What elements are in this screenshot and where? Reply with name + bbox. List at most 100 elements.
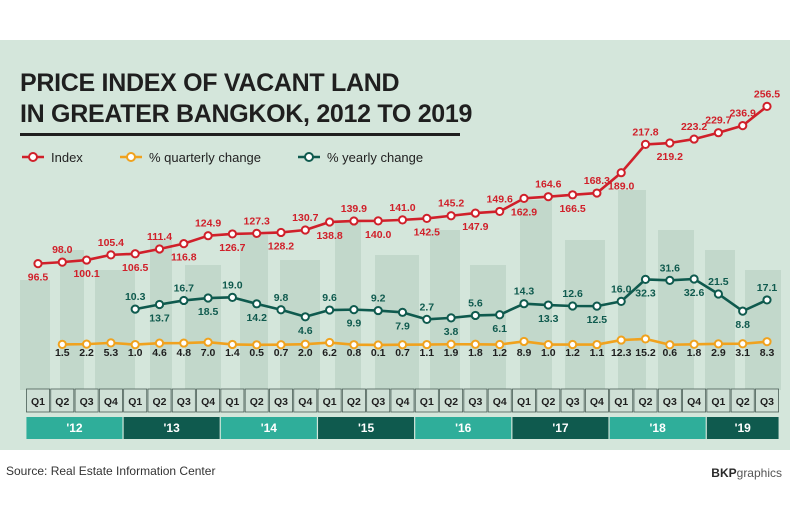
quarter-tick-label: Q1 <box>225 396 239 408</box>
yearly-data-label: 13.3 <box>538 313 559 325</box>
legend-label-yearly: % yearly change <box>327 149 424 165</box>
quarterly-data-label: 15.2 <box>635 347 656 359</box>
quarter-tick-label: Q3 <box>760 396 774 408</box>
quarterly-point <box>762 337 772 347</box>
year-label: '17 <box>552 421 569 435</box>
source-note: Source: Real Estate Information Center <box>6 464 216 478</box>
quarterly-data-label: 0.1 <box>371 347 386 359</box>
year-band <box>609 417 706 439</box>
quarterly-data-label: 0.6 <box>662 347 677 359</box>
quarter-tick-label: Q1 <box>517 396 531 408</box>
index-point <box>397 215 408 225</box>
quarterly-data-label: 2.9 <box>711 347 726 359</box>
quarterly-data-label: 4.8 <box>176 347 191 359</box>
quarter-tick-label: Q4 <box>687 396 701 408</box>
quarter-box <box>439 388 464 413</box>
year-label: '14 <box>261 421 278 435</box>
yearly-data-label: 13.7 <box>149 313 170 325</box>
quarterly-point <box>665 340 675 350</box>
credit-logo: BKPgraphics <box>711 466 782 480</box>
yearly-point <box>300 312 310 322</box>
yearly-data-label: 16.0 <box>611 283 632 295</box>
legend-yearly-marker-icon <box>298 152 320 162</box>
quarterly-data-label: 0.7 <box>395 347 410 359</box>
year-band <box>26 417 123 439</box>
yearly-point <box>154 299 165 310</box>
quarter-box <box>390 388 415 413</box>
yearly-data-label: 19.0 <box>222 279 243 291</box>
skyline-decoration <box>20 190 781 390</box>
legend-index-marker-icon <box>22 152 44 162</box>
quarterly-point <box>568 339 578 350</box>
year-label: '18 <box>650 421 667 435</box>
title-underline <box>20 133 460 136</box>
quarter-box <box>147 388 172 413</box>
quarterly-data-label: 0.8 <box>347 347 362 359</box>
index-point <box>33 259 43 269</box>
quarterly-point <box>446 339 456 349</box>
index-data-label: 139.9 <box>341 203 367 215</box>
legend-item-index: Index <box>22 148 83 166</box>
quarter-box <box>512 388 536 413</box>
year-band <box>415 417 512 439</box>
index-data-label: 145.2 <box>438 198 464 210</box>
quarterly-data-label: 7.0 <box>201 347 216 359</box>
index-data-label: 147.9 <box>462 221 488 233</box>
quarter-box <box>74 388 99 413</box>
yearly-point <box>568 301 578 311</box>
index-data-label: 162.9 <box>511 206 537 218</box>
quarterly-point <box>470 339 480 349</box>
quarterly-data-label: 1.0 <box>541 347 556 359</box>
quarter-box <box>171 388 196 413</box>
quarter-box <box>609 388 634 413</box>
quarterly-data-label: 1.1 <box>590 347 605 359</box>
index-data-label: 229.7 <box>705 115 731 127</box>
quarter-box <box>584 388 609 413</box>
index-point <box>252 228 262 238</box>
quarterly-data-label: 2.0 <box>298 347 313 359</box>
quarterly-point <box>349 340 359 350</box>
index-data-label: 138.8 <box>316 230 342 242</box>
quarterly-data-label: 1.8 <box>468 347 483 359</box>
quarter-tick-label: Q4 <box>493 396 507 408</box>
index-data-label: 256.5 <box>754 88 780 100</box>
yearly-point <box>713 289 724 299</box>
quarter-tick-label: Q2 <box>638 396 652 408</box>
quarterly-point <box>276 340 286 350</box>
quarter-tick-label: Q1 <box>323 396 337 408</box>
quarter-tick-label: Q1 <box>31 396 45 408</box>
index-point <box>543 192 553 202</box>
quarter-tick-label: Q4 <box>201 396 215 408</box>
quarter-tick-label: Q1 <box>420 396 434 408</box>
quarterly-data-label: 1.9 <box>444 347 459 359</box>
yearly-data-label: 21.5 <box>708 276 729 288</box>
quarter-tick-label: Q3 <box>80 396 94 408</box>
quarter-box <box>244 388 269 413</box>
yearly-point <box>276 305 286 315</box>
yearly-point <box>640 274 651 284</box>
quarterly-data-label: 5.3 <box>104 347 119 359</box>
legend-label-index: Index <box>51 149 83 165</box>
quarterly-data-label: 1.2 <box>492 347 507 359</box>
quarter-box <box>755 388 779 413</box>
index-point <box>616 168 626 178</box>
yearly-point <box>325 305 335 315</box>
quarter-tick-label: Q2 <box>541 396 555 408</box>
quarterly-point <box>689 339 699 349</box>
chart-title: PRICE INDEX OF VACANT LAND IN GREATER BA… <box>20 68 472 130</box>
yearly-data-label: 9.9 <box>347 318 362 330</box>
yearly-data-label: 2.7 <box>419 301 434 313</box>
index-point <box>227 229 237 239</box>
yearly-data-label: 9.8 <box>274 292 289 304</box>
yearly-point <box>616 296 626 306</box>
year-label: '13 <box>164 421 181 435</box>
index-point <box>82 255 92 265</box>
yearly-data-label: 18.5 <box>198 306 219 318</box>
quarterly-data-label: 12.3 <box>611 347 632 359</box>
index-point <box>325 217 335 227</box>
quarter-box <box>366 388 391 413</box>
index-point <box>470 208 480 218</box>
index-data-label: 219.2 <box>657 151 683 163</box>
